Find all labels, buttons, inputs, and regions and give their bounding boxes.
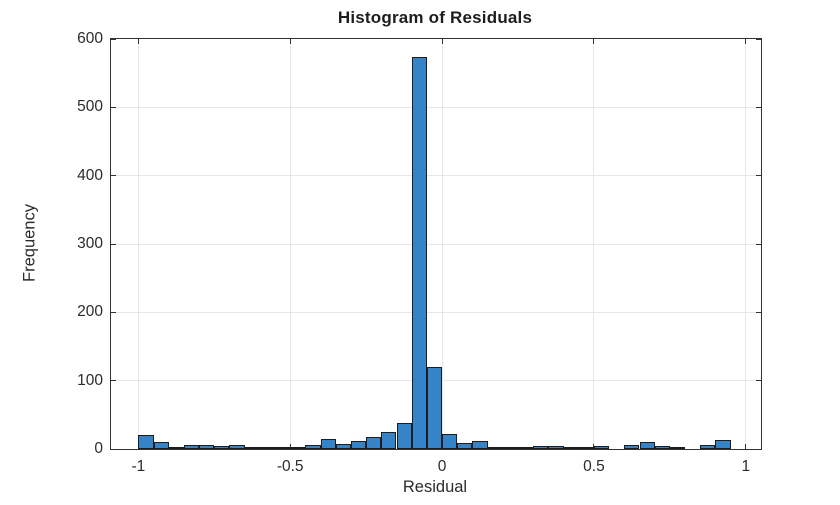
gridline [593,39,595,449]
histogram-bar [518,446,534,449]
histogram-bar [259,446,275,449]
x-axis-label: Residual [402,478,468,496]
axis-tick [111,448,116,450]
histogram-bar [153,442,169,449]
histogram-bar [457,442,473,449]
histogram-bar [244,446,260,449]
gridline [745,39,747,449]
histogram-bar [624,444,640,449]
x-tick-label: 0.5 [583,458,605,475]
histogram-bar [639,442,655,449]
histogram-bar [168,446,184,449]
axis-tick [111,243,116,245]
gridline [111,106,761,108]
axis-tick [756,243,761,245]
histogram-bar [275,446,291,449]
axis-tick [111,311,116,313]
gridline [111,311,761,313]
histogram-bar [715,440,731,449]
histogram-bar [548,446,564,449]
y-tick-label: 600 [77,30,103,47]
histogram-bar [700,444,716,449]
y-tick-label: 100 [77,371,103,389]
gridline [289,39,291,449]
y-tick-label: 0 [94,440,103,457]
axis-tick [111,106,116,108]
axis-tick [756,175,761,177]
histogram-bar [472,440,488,449]
y-tick-label: 500 [77,98,103,116]
histogram-bar [533,446,549,449]
x-tick-label: 0 [437,458,447,475]
histogram-bar [183,444,200,449]
histogram-bar [320,438,336,449]
axis-tick [111,175,116,177]
histogram-bar [381,431,397,449]
histogram-bar [426,367,443,449]
histogram-bar [442,433,458,449]
axis-tick [441,39,443,44]
histogram-bar [487,446,503,449]
histogram-bar [563,446,579,449]
histogram-bar [138,435,154,449]
axis-tick [756,448,761,450]
axis-tick [756,311,761,313]
histogram-bar [290,446,306,449]
histogram-bar [593,446,610,449]
histogram-bar [396,423,412,449]
axis-tick [745,444,747,449]
axis-tick [756,38,761,40]
y-tick-label: 400 [77,166,103,184]
histogram-bar [578,446,594,449]
histogram-bar [669,446,686,449]
histogram-bar [502,446,518,449]
histogram-bar [199,444,215,449]
y-tick-label: 300 [77,235,103,252]
axis-tick [137,39,139,44]
y-tick-label: 200 [77,303,103,321]
histogram-bar [654,445,670,449]
histogram-bar [366,436,382,449]
histogram-bar [229,444,245,449]
gridline [111,243,761,245]
axis-tick [756,106,761,108]
gridline [111,175,761,177]
chart-title: Histogram of Residuals [337,8,533,27]
y-axis-label: Frequency [20,204,39,282]
x-tick-label: -0.5 [276,458,304,475]
axis-tick [111,38,116,40]
x-tick-label: -1 [131,458,146,475]
histogram-bar [214,446,230,449]
axis-tick [289,444,291,449]
histogram-bar [305,444,321,449]
gridline [441,39,443,449]
axis-tick [111,380,116,382]
histogram-bar [411,57,427,449]
plot-area: -1 -0.5 0 0.5 1 0 100 200 300 400 500 600 [77,30,762,475]
histogram-bar [350,440,367,449]
axis-tick [289,39,291,44]
axis-tick [745,39,747,44]
axis-tick [593,39,595,44]
axis-tick [756,380,761,382]
x-tick-label: 1 [741,458,751,475]
gridline [137,39,139,449]
histogram-bar [335,444,351,449]
